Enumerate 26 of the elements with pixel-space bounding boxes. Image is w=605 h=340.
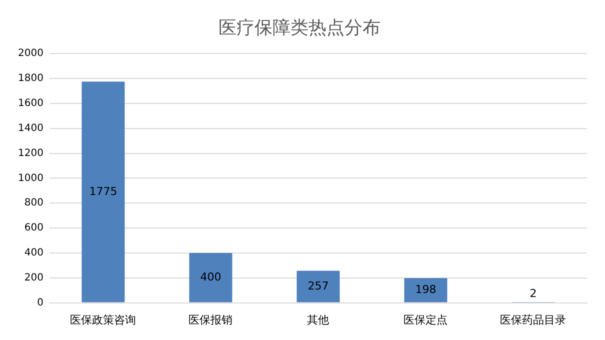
x-tick-label: 医保定点 [404,313,448,326]
y-tick-label: 1800 [18,73,44,84]
chart-title: 医疗保障类热点分布 [218,17,380,38]
y-tick-label: 800 [24,198,44,209]
x-tick-label: 其他 [307,313,330,326]
y-tick-label: 600 [24,222,44,234]
bar [189,252,232,302]
y-tick-label: 0 [37,297,44,308]
data-label: 400 [200,270,222,284]
y-tick-label: 1200 [18,148,44,159]
bar [82,82,125,302]
bar [404,278,448,302]
y-tick-label: 1400 [18,122,44,134]
y-tick-label: 200 [24,272,44,284]
y-tick-label: 2000 [18,48,44,60]
x-tick-label: 医保政策咨询 [70,313,136,326]
data-label: 198 [415,283,436,296]
y-tick-label: 400 [24,248,44,259]
y-tick-label: 1000 [18,172,44,184]
data-label: 257 [308,279,329,292]
data-label: 1775 [89,184,118,198]
data-label: 2 [530,287,537,300]
x-tick-label: 医保药品目录 [500,313,566,326]
y-tick-label: 1600 [18,98,44,110]
x-tick-label: 医保报销 [188,313,233,326]
bar [296,270,340,302]
